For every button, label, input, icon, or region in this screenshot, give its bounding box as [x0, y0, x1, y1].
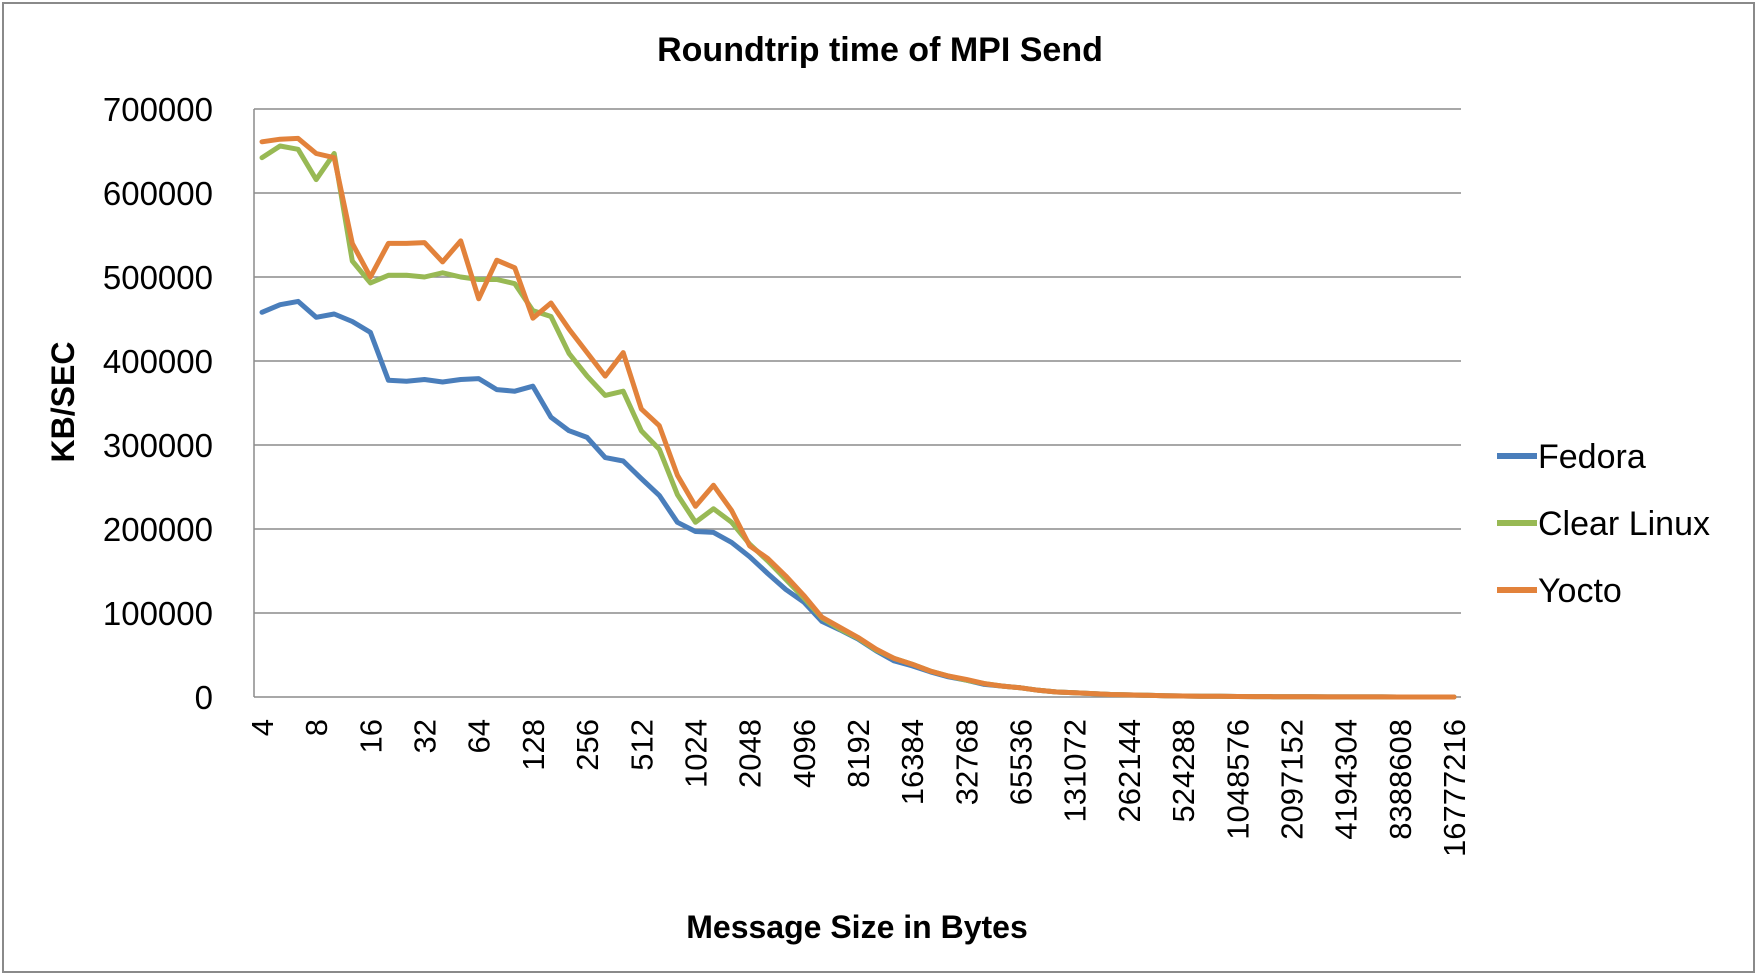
x-tick-label: 8192 [841, 719, 876, 788]
x-tick-label: 131072 [1058, 719, 1093, 822]
gridlines [253, 108, 1461, 698]
x-tick-label: 8 [299, 719, 334, 736]
x-tick-label: 2048 [733, 719, 768, 788]
y-axis-title: KB/SEC [45, 342, 81, 463]
x-tick-label: 65536 [1004, 719, 1039, 805]
x-axis-title: Message Size in Bytes [686, 909, 1027, 945]
x-tick-label: 64 [462, 719, 497, 753]
x-tick-label: 16777216 [1437, 719, 1472, 857]
chart-title: Roundtrip time of MPI Send [657, 31, 1103, 69]
series-lines [259, 135, 1457, 700]
x-tick-label: 512 [624, 719, 659, 771]
legend: Fedora Clear Linux Yocto [1497, 438, 1710, 610]
x-tick-label: 4194304 [1329, 719, 1364, 840]
legend-label: Fedora [1538, 438, 1646, 476]
x-tick-label: 524288 [1166, 719, 1201, 822]
x-tick-label: 128 [516, 719, 551, 771]
series-line-yocto [259, 135, 1457, 700]
x-tick-label: 2097152 [1274, 719, 1309, 840]
y-tick-label: 400000 [103, 343, 213, 380]
x-tick-label: 16384 [895, 719, 930, 805]
x-tick-label: 262144 [1112, 719, 1147, 822]
x-axis-ticks: 4 8 16 32 64 128 256 512 1024 2048 4096 8192 16384 32… [245, 719, 1472, 857]
y-tick-label: 100000 [103, 595, 213, 632]
legend-label: Yocto [1538, 572, 1622, 610]
series-line-clear-linux [259, 143, 1457, 700]
y-tick-label: 700000 [103, 91, 213, 128]
x-tick-label: 8388608 [1383, 719, 1418, 840]
x-tick-label: 16 [353, 719, 388, 753]
x-tick-label: 1024 [678, 719, 713, 788]
x-tick-label: 1048576 [1220, 719, 1255, 840]
y-tick-label: 0 [195, 679, 213, 716]
y-tick-label: 200000 [103, 511, 213, 548]
x-tick-label: 32 [408, 719, 443, 753]
x-tick-label: 256 [570, 719, 605, 771]
y-tick-label: 500000 [103, 259, 213, 296]
x-tick-label: 32768 [949, 719, 984, 805]
y-tick-label: 600000 [103, 175, 213, 212]
y-tick-label: 300000 [103, 427, 213, 464]
x-tick-label: 4 [245, 719, 280, 736]
y-axis-ticks: 0 100000 200000 300000 400000 500000 600000 700… [103, 91, 213, 716]
legend-label: Clear Linux [1538, 505, 1710, 543]
x-tick-label: 4096 [787, 719, 822, 788]
